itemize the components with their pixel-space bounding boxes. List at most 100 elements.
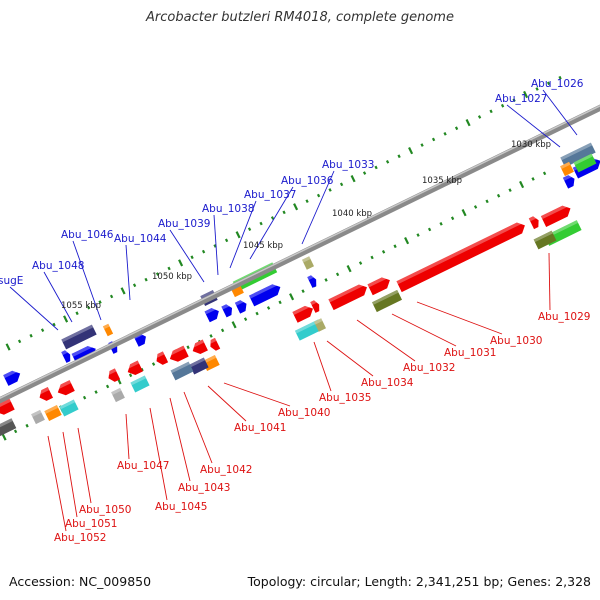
outer-tick	[52, 322, 56, 327]
cog-box-1034-shine	[313, 318, 323, 325]
outer-tick	[512, 98, 516, 102]
cog-box-1033	[301, 256, 315, 270]
gene-arrow-1037	[234, 298, 247, 314]
cog-box-1051-shape	[44, 404, 62, 422]
gene-arrow-1031-shine	[367, 274, 389, 288]
gene-labels: 1030 kbp 1035 kbp 1040 kbp 1045 kbp 1050 kbp…	[0, 78, 590, 544]
inner-tick	[209, 334, 213, 338]
cog-box-1050-shine	[59, 399, 76, 410]
gene-arrow-1036-shape	[248, 284, 281, 307]
inner-tick	[461, 209, 467, 217]
gene-arrow-1047-shape	[108, 368, 121, 382]
outer-tick	[190, 255, 194, 260]
scale-label: 1030 kbp	[511, 140, 551, 150]
gene-label-Abu_1041: Abu_1041	[234, 422, 286, 434]
inner-tick	[439, 222, 443, 226]
gene-label-Abu_1036: Abu_1036	[281, 175, 334, 187]
gene-arrow-1032-shine	[328, 281, 366, 303]
leader-Abu_1048	[43, 271, 73, 323]
cog-box-1045	[130, 375, 150, 393]
gene-label-Abu_1034: Abu_1034	[361, 377, 414, 389]
gene-arrow-1037-shine	[234, 298, 246, 306]
inner-tick	[128, 373, 133, 378]
inner-tick	[231, 321, 237, 329]
gene-label-Abu_1052: Abu_1052	[54, 532, 106, 544]
gene-arrow-1029	[540, 203, 571, 227]
gene-arrow-1029b-shape	[528, 216, 539, 230]
gene-arrow-1047	[105, 368, 121, 382]
backbone-highlight	[0, 105, 600, 399]
leader-Abu_1027	[506, 104, 561, 148]
outer-tick	[477, 115, 482, 119]
outer-tick	[5, 343, 11, 351]
gene-arrow-sugE-shape	[61, 350, 71, 363]
leader-Abu_1044	[125, 244, 131, 301]
outer-tick	[17, 339, 22, 344]
gene-label-Abu_1026: Abu_1026	[531, 78, 584, 90]
inner-tick	[542, 171, 547, 176]
gene-arrow-1051-shape	[39, 386, 54, 401]
gene-arrow-1040	[207, 337, 221, 351]
outer-tick	[282, 210, 286, 215]
gene-arrow-1045-shine	[125, 360, 140, 370]
gene-label-Abu_1044: Abu_1044	[114, 233, 167, 245]
accession-label: Accession: NC_009850	[9, 574, 152, 589]
leader-Abu_1040	[223, 382, 291, 407]
outer-tick	[224, 238, 229, 243]
cog-box-1050-shape	[59, 399, 79, 417]
cog-box-1047-shape	[111, 387, 125, 403]
gene-arrow-1039-shine	[204, 305, 218, 315]
gene-arrow-1035-shine	[292, 303, 312, 315]
gene-arrow-1045	[125, 360, 143, 376]
gene-label-Abu_1037: Abu_1037	[244, 189, 296, 201]
gene-arrow-1030-shine	[396, 219, 524, 285]
outer-tick	[144, 277, 148, 282]
cog-box-1052-shine	[31, 409, 42, 417]
genome-summary: Topology: circular; Length: 2,341,251 bp…	[247, 574, 591, 589]
cog-box-1035-shine	[294, 319, 320, 334]
gene-arrow-1027-shine	[562, 173, 574, 181]
leader-Abu_1051	[62, 431, 78, 518]
outer-tick	[120, 287, 126, 295]
gene-arrow-1040-shine	[207, 337, 217, 345]
gene-arrow-1031-shape	[367, 277, 390, 296]
gene-arrow-1045-shape	[127, 360, 143, 376]
cog-box-1042-shape	[170, 361, 194, 381]
gene-arrow-1030	[396, 219, 525, 293]
gene-label-Abu_1038: Abu_1038	[202, 203, 254, 215]
outer-tick	[259, 221, 263, 226]
cog-box-1050	[59, 399, 79, 417]
cog-box-left-shape	[0, 418, 17, 438]
cog-box-1029b	[533, 230, 557, 250]
gene-arrow-sugE-shine	[61, 349, 69, 356]
cog-box-1046-shape	[102, 323, 114, 337]
gene-arrow-sugE	[61, 349, 71, 363]
inner-tick	[508, 188, 512, 192]
outer-tick	[86, 305, 91, 310]
leader-Abu_1033	[301, 170, 335, 245]
leader-Abu_1046	[72, 240, 102, 321]
cog-box-1041-shape	[189, 357, 209, 375]
inner-tick	[485, 199, 489, 204]
gene-arrow-1031	[367, 274, 390, 296]
gene-label-Abu_1030: Abu_1030	[490, 335, 542, 347]
gene-arrow-1034-shine	[310, 299, 318, 306]
outer-tick	[316, 193, 321, 198]
gene-arrow-1038-shine	[221, 302, 231, 310]
leader-Abu_1037	[229, 200, 257, 269]
gene-arrow-1032	[328, 281, 367, 311]
leader-Abu_1045	[149, 407, 168, 501]
outer-tick	[431, 137, 436, 142]
label-leaders	[9, 89, 578, 532]
inner-tick	[370, 255, 374, 260]
gene-arrow-1038	[221, 302, 233, 318]
gene-arrow-1051	[36, 386, 54, 401]
gene-arrow-1041	[190, 339, 208, 355]
gene-arrow-1030-shape	[396, 222, 525, 293]
inner-tick	[450, 216, 455, 221]
inner-tick	[151, 362, 156, 366]
inner-tick	[519, 180, 525, 189]
scale-label: 1045 kbp	[243, 241, 283, 251]
cog-box-1045-shine	[130, 375, 147, 386]
